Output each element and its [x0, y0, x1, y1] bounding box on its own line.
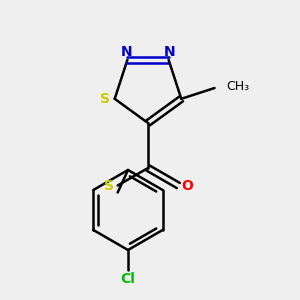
- Text: CH₃: CH₃: [226, 80, 250, 92]
- Text: Cl: Cl: [121, 272, 135, 286]
- Text: S: S: [100, 92, 110, 106]
- Text: N: N: [121, 45, 132, 59]
- Text: O: O: [182, 178, 193, 193]
- Text: S: S: [104, 178, 114, 193]
- Text: N: N: [164, 45, 176, 59]
